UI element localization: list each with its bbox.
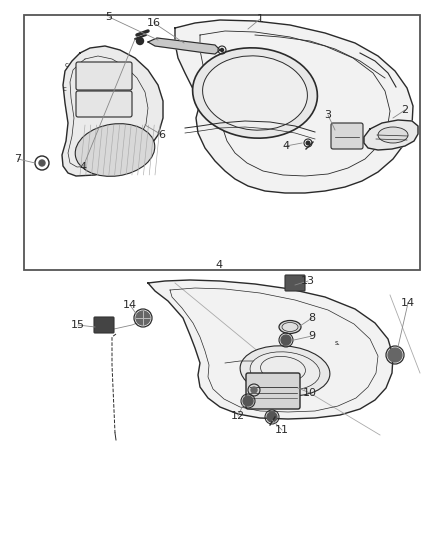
Circle shape — [281, 335, 291, 345]
Circle shape — [267, 412, 277, 422]
Polygon shape — [175, 20, 413, 193]
Bar — [24, 15, 420, 270]
Ellipse shape — [250, 352, 320, 390]
Text: 16: 16 — [147, 18, 161, 28]
Circle shape — [306, 141, 310, 145]
FancyBboxPatch shape — [76, 91, 132, 117]
Text: 2: 2 — [402, 105, 409, 115]
Circle shape — [136, 311, 150, 325]
Circle shape — [243, 396, 253, 406]
FancyBboxPatch shape — [285, 275, 305, 291]
Text: 15: 15 — [71, 320, 85, 330]
Circle shape — [220, 49, 223, 52]
Text: 7: 7 — [14, 154, 21, 164]
Circle shape — [251, 387, 257, 393]
Text: 8: 8 — [308, 313, 315, 323]
Ellipse shape — [193, 48, 318, 138]
Polygon shape — [364, 120, 418, 150]
Text: 4: 4 — [215, 260, 223, 270]
Text: 11: 11 — [275, 425, 289, 435]
Text: 6: 6 — [159, 130, 166, 140]
Ellipse shape — [279, 320, 301, 334]
Polygon shape — [62, 46, 163, 176]
Ellipse shape — [203, 56, 307, 130]
Circle shape — [388, 348, 402, 362]
FancyBboxPatch shape — [331, 123, 363, 149]
FancyBboxPatch shape — [94, 317, 114, 333]
Text: c: c — [65, 62, 69, 68]
Text: 10: 10 — [303, 388, 317, 398]
Polygon shape — [148, 280, 393, 419]
Circle shape — [137, 37, 144, 44]
Circle shape — [39, 160, 45, 166]
FancyBboxPatch shape — [76, 62, 132, 90]
Text: c: c — [63, 86, 67, 92]
FancyBboxPatch shape — [246, 373, 300, 409]
Text: 5: 5 — [106, 12, 113, 22]
Ellipse shape — [75, 124, 155, 176]
Ellipse shape — [282, 322, 298, 332]
Text: 1: 1 — [257, 14, 264, 24]
Ellipse shape — [378, 127, 408, 143]
Text: 13: 13 — [301, 276, 315, 286]
Text: 14: 14 — [123, 300, 137, 310]
Text: 4: 4 — [283, 141, 290, 151]
Text: 4: 4 — [79, 162, 87, 172]
Polygon shape — [148, 38, 220, 54]
Text: 9: 9 — [308, 331, 315, 341]
Text: 12: 12 — [231, 411, 245, 421]
Text: 3: 3 — [325, 110, 332, 120]
Text: s.: s. — [335, 340, 341, 346]
Text: 14: 14 — [401, 298, 415, 308]
Ellipse shape — [240, 346, 330, 396]
